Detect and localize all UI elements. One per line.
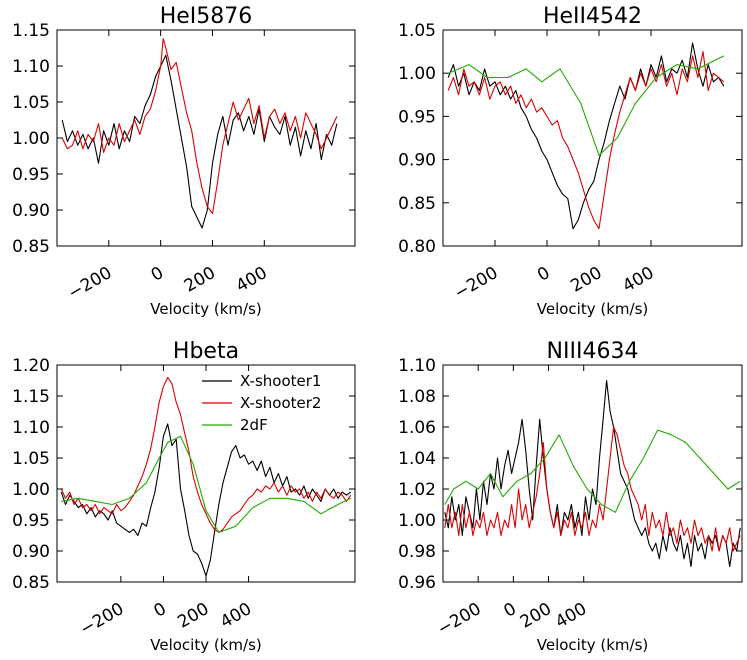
panel-3: NIII4634 0.96 0.98 1.00 1.02 1.04 1.06 1.08 1.10… [398,339,743,654]
y-tick-label: 1.20 [12,356,50,376]
x-tick-label: −200 [77,599,127,640]
x-axis-label: Velocity (km/s) [537,636,648,654]
series-line-1 [444,426,741,552]
legend-label: 2dF [240,416,268,434]
y-tick-label: 1.05 [398,21,436,41]
y-tick-label: 0.90 [12,201,50,221]
plot-frame [56,29,356,247]
series-line-0 [444,379,741,568]
y-tick-label: 1.00 [398,64,436,84]
series-line-0 [61,54,338,229]
series-line-2 [61,435,351,533]
x-tick-label: 0 [534,263,553,286]
y-tick-label: 1.15 [12,387,50,407]
y-tick-label: 0.90 [12,542,50,562]
series-line-2 [447,55,725,156]
panel-title: Hbeta [173,339,239,364]
y-tick-label: 1.05 [12,449,50,469]
x-tick-label: −200 [434,599,484,640]
panel-0: HeI5876 0.85 0.90 0.95 1.00 1.05 1.10 1.15 −200 0… [12,4,356,318]
y-tick-label: 1.15 [12,21,50,41]
x-tick-label: 400 [233,263,271,297]
plot-frame [442,29,743,247]
y-tick-label: 0.85 [398,194,436,214]
x-tick-label: 400 [619,263,657,297]
y-tick-label: 0.80 [398,237,436,257]
y-tick-label: 1.00 [12,129,50,149]
series-line-1 [61,38,338,215]
y-tick-label: 0.85 [12,573,50,593]
y-tick-label: 0.95 [12,511,50,531]
y-tick-label: 0.90 [398,151,436,171]
series-line-1 [447,51,725,230]
x-tick-label: 0 [148,263,167,286]
x-tick-label: 200 [567,263,605,297]
x-axis-label: Velocity (km/s) [150,636,261,654]
x-tick-label: 400 [552,599,590,633]
panel-title: HeII4542 [543,4,642,29]
panel-2: Hbeta 0.85 0.90 0.95 1.00 1.05 1.10 1.15 1.20 −20… [12,339,356,654]
y-tick-label: 1.00 [12,480,50,500]
x-tick-label: 0 [151,599,170,622]
x-tick-label: 200 [181,263,219,297]
y-tick-label: 1.02 [398,480,436,500]
plot-frame [442,364,743,583]
y-tick-label: 1.10 [12,418,50,438]
series-line-1 [60,376,352,533]
legend-label: X-shooter2 [240,394,321,412]
x-tick-label: −200 [65,263,115,304]
x-tick-label: 400 [217,599,255,633]
x-tick-label: 0 [500,599,519,622]
x-tick-label: −200 [451,263,501,304]
panel-title: NIII4634 [547,339,639,364]
x-tick-label: 200 [517,599,555,633]
y-tick-label: 0.96 [398,573,436,593]
series-line-0 [447,42,725,230]
y-tick-label: 1.05 [12,93,50,113]
series-line-0 [60,423,352,577]
plot-frame [56,364,356,583]
y-tick-label: 1.08 [398,387,436,407]
y-tick-label: 1.10 [12,57,50,77]
y-tick-label: 0.98 [398,542,436,562]
y-tick-label: 1.06 [398,418,436,438]
y-tick-label: 1.04 [398,449,436,469]
legend-label: X-shooter1 [240,372,321,390]
y-tick-label: 1.00 [398,511,436,531]
y-tick-label: 0.95 [12,165,50,185]
y-tick-label: 1.10 [398,356,436,376]
panel-title: HeI5876 [160,4,253,29]
x-tick-label: 200 [174,599,212,633]
x-axis-label: Velocity (km/s) [150,300,261,318]
series-line-2 [444,429,741,513]
y-tick-label: 0.95 [398,107,436,127]
legend: X-shooter1 X-shooter2 2dF [202,372,321,434]
x-axis-label: Velocity (km/s) [537,300,648,318]
panel-1: HeII4542 0.80 0.85 0.90 0.95 1.00 1.05 −200 0 200… [398,4,743,318]
y-tick-label: 0.85 [12,237,50,257]
